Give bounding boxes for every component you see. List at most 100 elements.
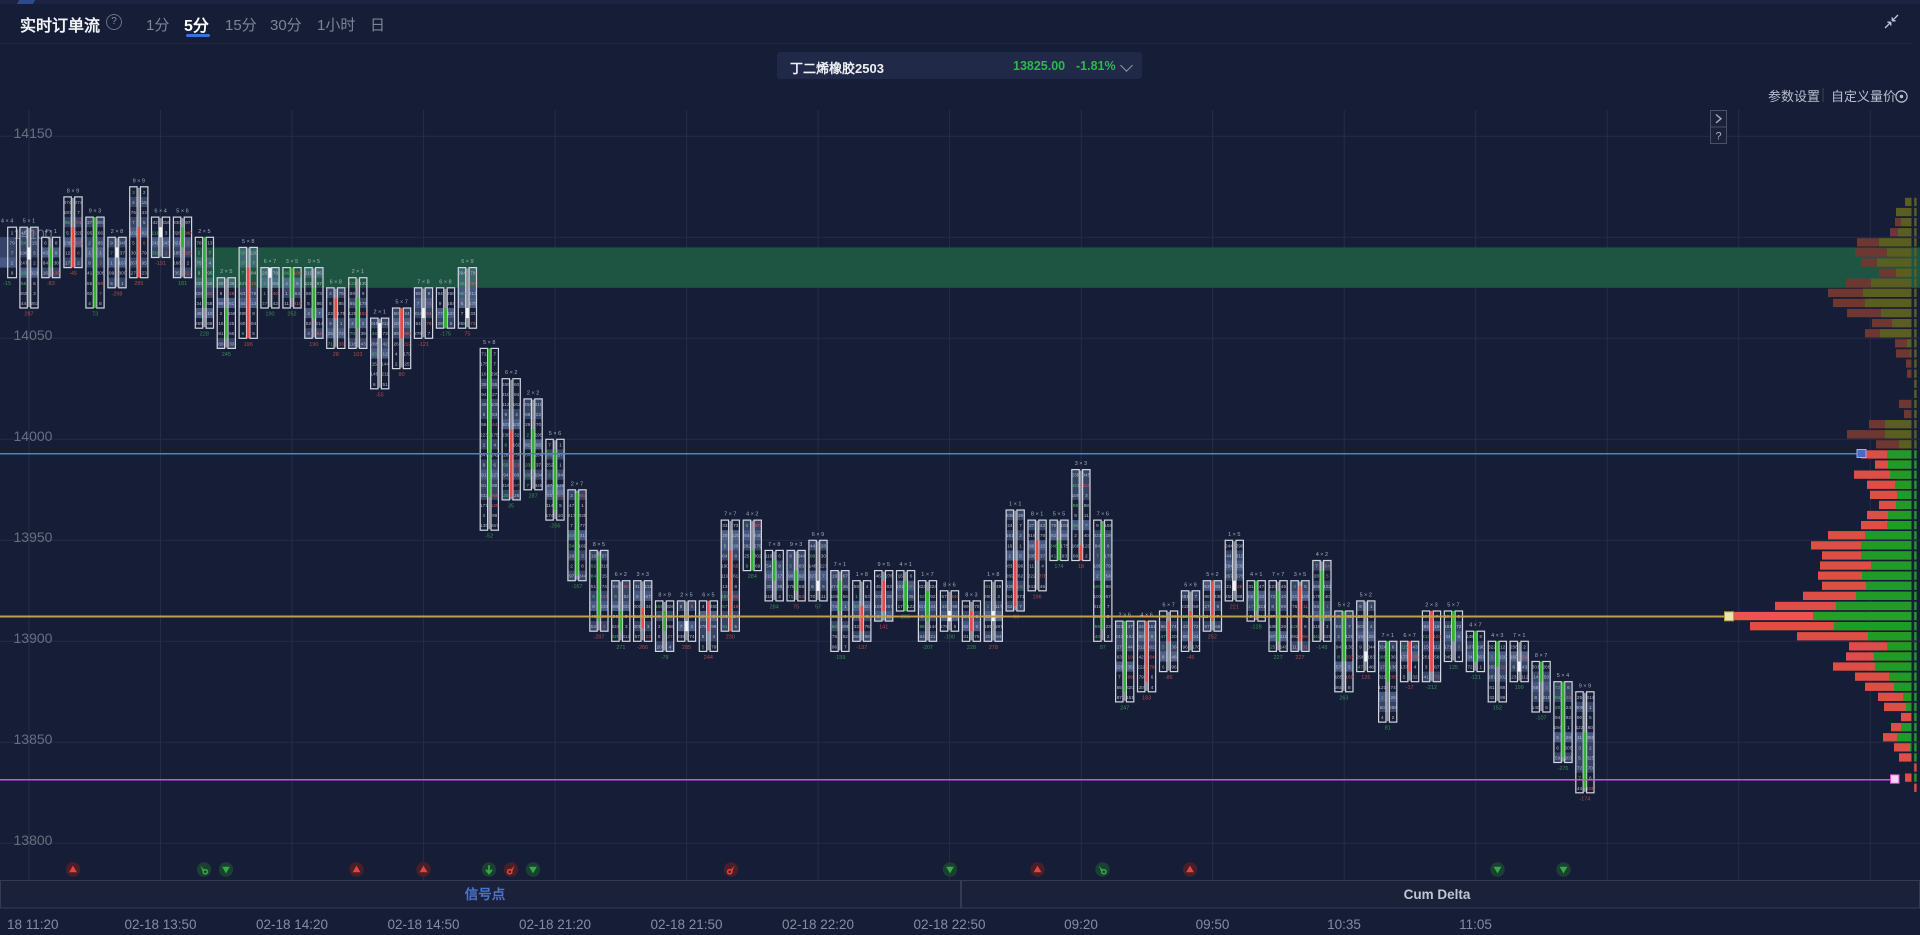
- svg-text:62: 62: [1018, 574, 1024, 579]
- svg-text:210: 210: [765, 574, 773, 579]
- svg-text:244: 244: [1225, 543, 1233, 548]
- svg-text:11:05: 11:05: [1459, 917, 1492, 932]
- svg-text:15: 15: [602, 574, 608, 579]
- svg-text:168: 168: [1072, 543, 1080, 548]
- svg-text:8: 8: [734, 584, 737, 589]
- svg-text:19: 19: [1434, 624, 1440, 629]
- svg-text:60: 60: [1380, 705, 1386, 710]
- svg-text:85: 85: [547, 493, 553, 498]
- svg-text:8: 8: [702, 634, 705, 639]
- svg-text:2: 2: [1392, 715, 1395, 720]
- svg-text:76: 76: [1292, 604, 1298, 609]
- svg-text:84: 84: [43, 261, 49, 266]
- svg-text:-174: -174: [1579, 796, 1590, 802]
- svg-text:95: 95: [207, 271, 213, 276]
- svg-text:4: 4: [702, 604, 705, 609]
- svg-text:6 × 8: 6 × 8: [439, 279, 451, 285]
- svg-text:70: 70: [350, 331, 356, 336]
- svg-text:17: 17: [898, 604, 904, 609]
- svg-text:94: 94: [481, 392, 487, 397]
- svg-text:23: 23: [1511, 675, 1517, 680]
- svg-text:151: 151: [1126, 695, 1134, 700]
- svg-text:3: 3: [647, 624, 650, 629]
- svg-text:255: 255: [195, 321, 203, 326]
- svg-text:129: 129: [1345, 634, 1353, 639]
- svg-text:29: 29: [437, 321, 443, 326]
- svg-text:260: 260: [1554, 695, 1562, 700]
- svg-text:26: 26: [503, 452, 509, 457]
- svg-text:1 × 8: 1 × 8: [856, 572, 868, 578]
- svg-text:30: 30: [229, 341, 235, 346]
- svg-text:67: 67: [941, 594, 947, 599]
- svg-text:2: 2: [1545, 685, 1548, 690]
- svg-text:24: 24: [404, 311, 410, 316]
- svg-text:227: 227: [809, 574, 817, 579]
- svg-text:-159: -159: [834, 655, 845, 661]
- svg-text:38: 38: [54, 261, 60, 266]
- svg-text:94: 94: [503, 473, 509, 478]
- svg-text:7: 7: [1019, 604, 1022, 609]
- svg-text:214: 214: [315, 321, 323, 326]
- svg-text:31: 31: [635, 584, 641, 589]
- svg-text:79: 79: [1106, 564, 1112, 569]
- svg-text:27: 27: [492, 392, 498, 397]
- svg-text:7: 7: [417, 301, 420, 306]
- svg-text:7: 7: [11, 251, 14, 256]
- svg-text:50: 50: [207, 281, 213, 286]
- svg-text:22: 22: [536, 412, 542, 417]
- svg-text:67: 67: [1106, 594, 1112, 599]
- svg-text:74: 74: [602, 584, 608, 589]
- svg-text:111: 111: [152, 230, 160, 235]
- svg-text:324: 324: [929, 584, 937, 589]
- svg-text:7: 7: [208, 251, 211, 256]
- svg-text:6 × 7: 6 × 7: [1403, 633, 1415, 639]
- svg-text:5 × 2: 5 × 2: [1206, 572, 1218, 578]
- svg-text:44: 44: [1226, 553, 1232, 558]
- svg-text:8: 8: [680, 604, 683, 609]
- svg-text:8: 8: [483, 513, 486, 518]
- svg-text:76: 76: [131, 210, 137, 215]
- svg-text:42: 42: [1040, 523, 1046, 528]
- svg-text:268: 268: [1313, 584, 1321, 589]
- svg-text:57: 57: [722, 604, 728, 609]
- svg-text:39: 39: [481, 382, 487, 387]
- svg-text:7: 7: [1107, 604, 1110, 609]
- svg-text:40: 40: [1325, 594, 1331, 599]
- svg-text:02-18 13:50: 02-18 13:50: [124, 917, 196, 932]
- svg-text:44: 44: [930, 604, 936, 609]
- svg-text:27: 27: [667, 634, 673, 639]
- svg-text:7: 7: [461, 311, 464, 316]
- svg-text:5 × 8: 5 × 8: [242, 239, 254, 245]
- svg-text:48: 48: [1171, 654, 1177, 659]
- svg-text:70: 70: [1588, 766, 1594, 771]
- svg-text:284: 284: [535, 452, 543, 457]
- svg-text:-121: -121: [418, 342, 429, 348]
- svg-text:19: 19: [1358, 634, 1364, 639]
- svg-text:94: 94: [251, 321, 257, 326]
- svg-text:72: 72: [1577, 766, 1583, 771]
- svg-text:320: 320: [1126, 685, 1134, 690]
- svg-text:118: 118: [765, 553, 773, 558]
- svg-text:7: 7: [1019, 523, 1022, 528]
- svg-text:5: 5: [702, 644, 705, 649]
- svg-text:284: 284: [524, 402, 532, 407]
- svg-text:140: 140: [1280, 644, 1288, 649]
- svg-text:267: 267: [491, 523, 499, 528]
- svg-text:92: 92: [1336, 624, 1342, 629]
- svg-text:参数设置: 参数设置: [1768, 89, 1820, 104]
- svg-text:11: 11: [284, 301, 289, 306]
- svg-text:217: 217: [184, 271, 192, 276]
- svg-text:84: 84: [317, 331, 323, 336]
- svg-text:8: 8: [329, 301, 332, 306]
- svg-text:5: 5: [110, 281, 113, 286]
- svg-text:229: 229: [611, 634, 619, 639]
- svg-text:37: 37: [87, 220, 93, 225]
- svg-text:72: 72: [1193, 624, 1199, 629]
- svg-text:112: 112: [1433, 644, 1441, 649]
- svg-text:5: 5: [307, 301, 310, 306]
- svg-text:20: 20: [262, 271, 268, 276]
- svg-text:6: 6: [373, 382, 376, 387]
- svg-text:5: 5: [1589, 715, 1592, 720]
- svg-text:75: 75: [793, 604, 799, 610]
- svg-text:289: 289: [841, 624, 849, 629]
